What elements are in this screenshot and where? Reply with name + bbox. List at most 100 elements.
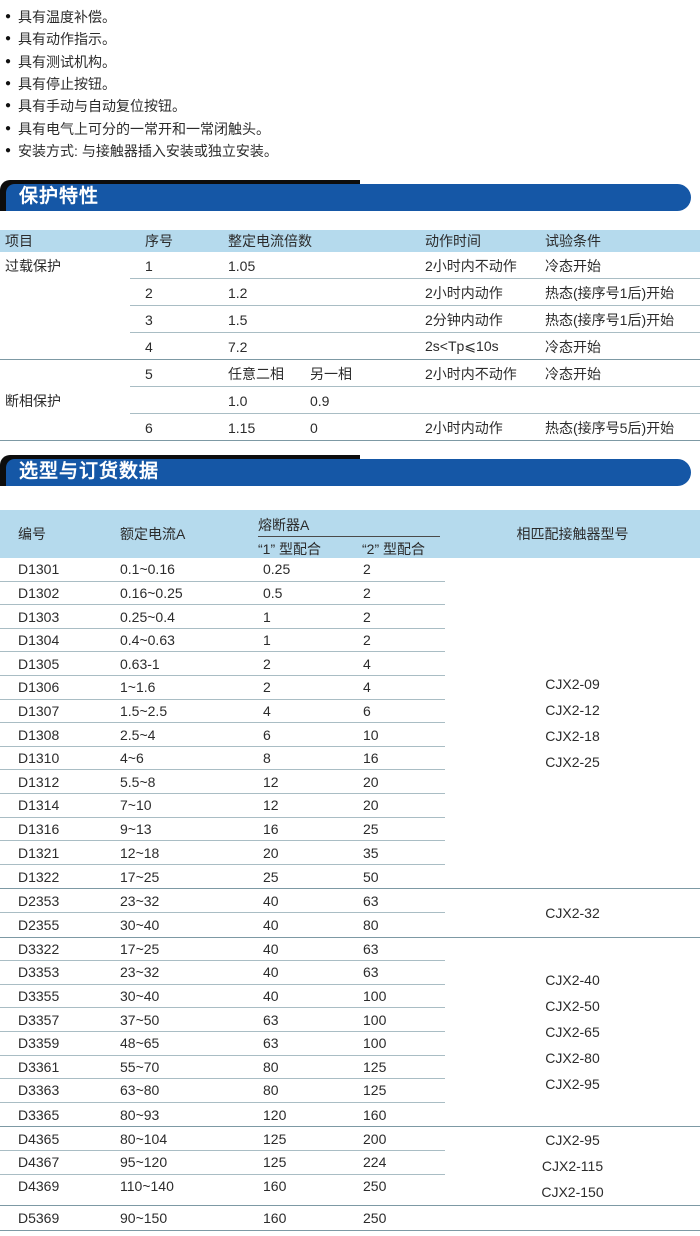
cell-fuse-type1: 25 bbox=[263, 868, 279, 885]
cell-fuse-type1: 12 bbox=[263, 773, 279, 790]
selection-row: D5369 90~150 160 250 bbox=[0, 1206, 445, 1230]
feature-item: ● 具有测试机构。 bbox=[5, 51, 700, 73]
cell-fuse-type1: 4 bbox=[263, 702, 271, 719]
cell-current: 1.5~2.5 bbox=[120, 702, 168, 719]
cell-model: D3361 bbox=[18, 1058, 60, 1075]
cell-fuse-type1: 0.5 bbox=[263, 584, 283, 601]
cell-fuse-type2: 35 bbox=[363, 844, 379, 861]
feature-item: ● 具有停止按钮。 bbox=[5, 73, 700, 95]
cell-model: D1310 bbox=[18, 750, 60, 767]
cell-condition: 热态(接序号5后)开始 bbox=[545, 419, 675, 436]
cell-fuse-type1: 1 bbox=[263, 632, 271, 649]
selection-group-rows: D4365 80~104 125 200 D4367 95~120 125 224 D4369 1… bbox=[0, 1127, 445, 1205]
cell-current: 80~104 bbox=[120, 1130, 168, 1147]
cell-seq: 2 bbox=[145, 284, 153, 301]
feature-text: 具有测试机构。 bbox=[18, 53, 117, 70]
selection-row: D3353 23~32 40 63 bbox=[0, 961, 445, 985]
cell-fuse-type1: 160 bbox=[263, 1178, 287, 1195]
cell-multiple-1: 7.2 bbox=[228, 338, 248, 355]
cell-model: D1302 bbox=[18, 584, 60, 601]
cell-seq: 6 bbox=[145, 419, 153, 436]
feature-item: ● 具有电气上可分的一常开和一常闭触头。 bbox=[5, 117, 700, 139]
cell-current: 7~10 bbox=[120, 797, 152, 814]
cell-current: 5.5~8 bbox=[120, 773, 156, 790]
cell-model: D1304 bbox=[18, 632, 60, 649]
cell-fuse-type2: 80 bbox=[363, 916, 379, 933]
cell-model: D2355 bbox=[18, 916, 60, 933]
selection-row: D3322 17~25 40 63 bbox=[0, 938, 445, 962]
cell-fuse-type2: 2 bbox=[363, 632, 371, 649]
section-bar-selection: 选型与订货数据 bbox=[6, 459, 691, 487]
cell-current: 63~80 bbox=[120, 1082, 160, 1099]
cell-fuse-type2: 250 bbox=[363, 1178, 387, 1195]
cell-fuse-type2: 2 bbox=[363, 561, 371, 578]
cell-fuse-type1: 40 bbox=[263, 916, 279, 933]
selection-row: D1302 0.16~0.25 0.5 2 bbox=[0, 582, 445, 606]
cell-fuse-type2: 250 bbox=[363, 1210, 387, 1227]
cell-fuse-type1: 120 bbox=[263, 1106, 287, 1123]
selection-row: D4369 110~140 160 250 bbox=[0, 1175, 445, 1199]
cell-current: 110~140 bbox=[120, 1178, 174, 1195]
cell-fuse-type1: 125 bbox=[263, 1130, 287, 1147]
selection-row: D1307 1.5~2.5 4 6 bbox=[0, 700, 445, 724]
cell-current: 37~50 bbox=[120, 1011, 160, 1028]
selection-row: D1312 5.5~8 12 20 bbox=[0, 770, 445, 795]
cell-model: D4367 bbox=[18, 1154, 60, 1171]
feature-item: ● 具有手动与自动复位按钮。 bbox=[5, 95, 700, 117]
col-header-item: 项目 bbox=[5, 233, 33, 250]
cell-model: D1305 bbox=[18, 655, 60, 672]
selection-row: D3357 37~50 63 100 bbox=[0, 1008, 445, 1032]
cell-model: D3322 bbox=[18, 940, 60, 957]
cell-current: 0.1~0.16 bbox=[120, 561, 175, 578]
cell-model: D3359 bbox=[18, 1035, 60, 1052]
feature-text: 具有电气上可分的一常开和一常闭触头。 bbox=[18, 120, 271, 137]
contactor-model: CJX2-95 bbox=[545, 1075, 600, 1092]
cell-multiple-2: 另一相 bbox=[310, 365, 352, 382]
contactor-model: CJX2-65 bbox=[545, 1023, 600, 1040]
protection-table: 项目 序号 整定电流倍数 动作时间 试验条件 过载保护 1 1.05 2小时内不动作冷… bbox=[0, 230, 700, 442]
cell-multiple-2: 0.9 bbox=[310, 392, 330, 409]
section-header-protection: 保护特性 bbox=[0, 180, 691, 212]
protection-row: 3 1.5 2分钟内动作 热态(接序号1后)开始 bbox=[0, 306, 700, 334]
cell-model: D4365 bbox=[18, 1130, 60, 1147]
cell-fuse-type2: 63 bbox=[363, 940, 379, 957]
col-header-contactor: 相匹配接触器型号 bbox=[516, 526, 629, 543]
cell-fuse-type1: 63 bbox=[263, 1035, 279, 1052]
bullet-icon: ● bbox=[5, 100, 12, 112]
selection-row: D1316 9~13 16 25 bbox=[0, 818, 445, 842]
section-title-protection: 保护特性 bbox=[19, 186, 100, 208]
row-separator bbox=[130, 386, 700, 388]
selection-row: D3355 30~40 40 100 bbox=[0, 985, 445, 1009]
cell-fuse-type1: 6 bbox=[263, 726, 271, 743]
cell-fuse-type2: 100 bbox=[363, 1035, 387, 1052]
feature-text: 安装方式: 与接触器插入安装或独立安装。 bbox=[18, 142, 278, 159]
contactor-model: CJX2-32 bbox=[545, 904, 600, 921]
cell-fuse-type1: 0.25 bbox=[263, 561, 291, 578]
row-separator bbox=[0, 440, 700, 442]
selection-row: D1305 0.63-1 2 4 bbox=[0, 652, 445, 677]
cell-model: D3365 bbox=[18, 1106, 60, 1123]
selection-group: D3322 17~25 40 63 D3353 23~32 40 63 D3355 30~40 40… bbox=[0, 938, 700, 1128]
selection-row: D3363 63~80 80 125 bbox=[0, 1079, 445, 1103]
cell-fuse-type1: 40 bbox=[263, 988, 279, 1005]
cell-current: 0.4~0.63 bbox=[120, 632, 175, 649]
contactor-model: CJX2-150 bbox=[541, 1184, 604, 1201]
bullet-icon: ● bbox=[5, 11, 12, 23]
cell-fuse-type2: 20 bbox=[363, 773, 379, 790]
cell-current: 4~6 bbox=[120, 750, 144, 767]
protection-row: 2 1.2 2小时内动作 热态(接序号1后)开始 bbox=[0, 279, 700, 307]
contactor-model: CJX2-50 bbox=[545, 997, 600, 1014]
cell-fuse-type1: 2 bbox=[263, 655, 271, 672]
feature-text: 具有动作指示。 bbox=[18, 31, 117, 48]
selection-group-rows: D2353 23~32 40 63 D2355 30~40 40 80 bbox=[0, 889, 445, 936]
fuse-header-underline bbox=[258, 536, 440, 538]
cell-current: 55~70 bbox=[120, 1058, 160, 1075]
selection-row: D1306 1~1.6 2 4 bbox=[0, 676, 445, 700]
cell-fuse-type2: 125 bbox=[363, 1058, 387, 1075]
row-separator bbox=[130, 278, 700, 280]
cell-current: 1~1.6 bbox=[120, 679, 156, 696]
cell-fuse-type2: 100 bbox=[363, 1011, 387, 1028]
row-separator bbox=[130, 413, 700, 415]
cell-model: D4369 bbox=[18, 1178, 60, 1195]
cell-model: D1314 bbox=[18, 797, 60, 814]
